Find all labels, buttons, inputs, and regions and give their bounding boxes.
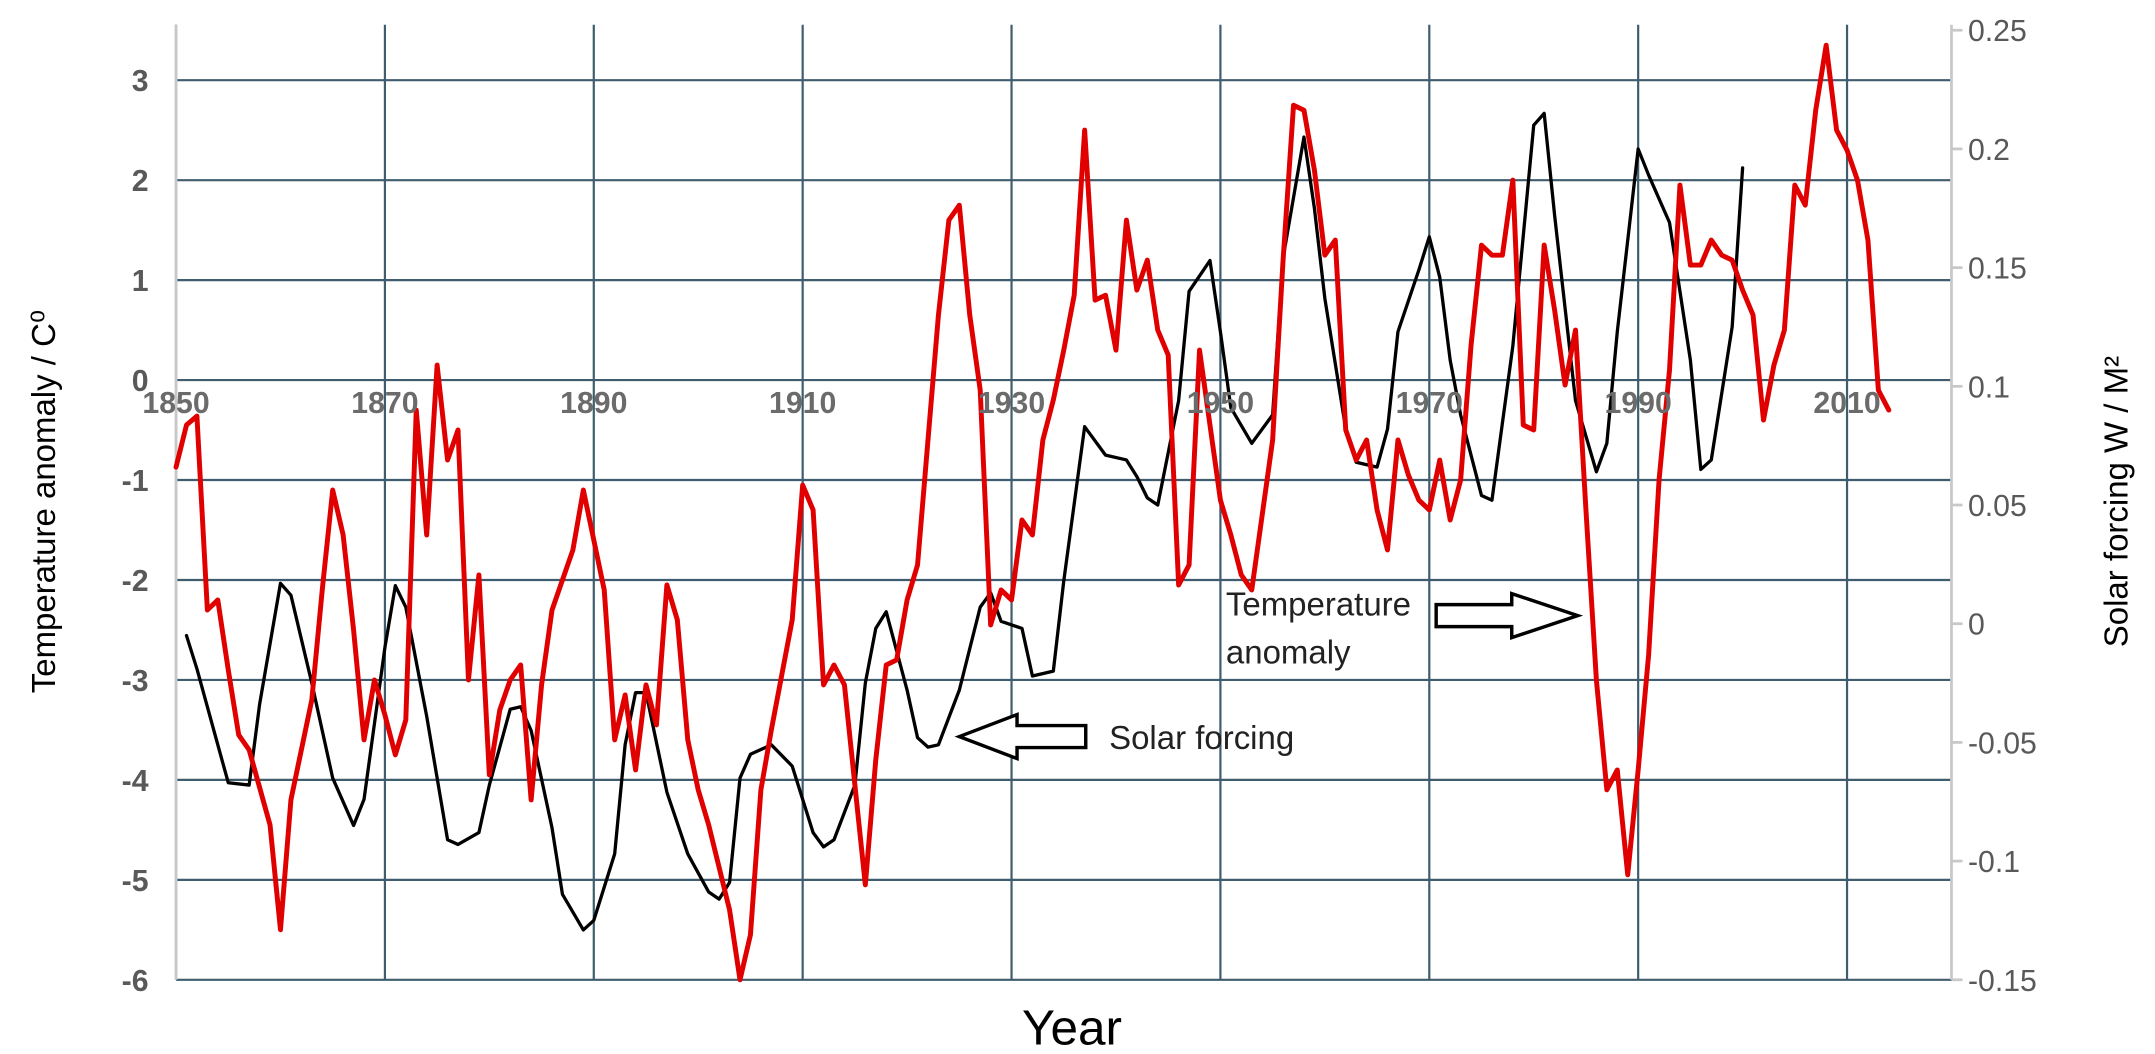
x-tick-label: 1870 [351, 387, 418, 420]
arrow [954, 712, 1088, 762]
y2-tick-label: 0.25 [1968, 15, 2027, 48]
tick-labels: -6 -5 -4 -3 -2 -1 0 1 2 3 1850 1870 1890 1910 1930 1950… [122, 15, 2037, 998]
y-tick-label: -6 [122, 965, 149, 998]
y-tick-label: -1 [122, 465, 149, 498]
x-tick-label: 1850 [142, 387, 209, 420]
x-tick-label: 1990 [1605, 387, 1672, 420]
lines [173, 42, 1892, 983]
annotation: Solar forcing [1109, 719, 1294, 756]
y2-tick-label: 0.05 [1968, 490, 2027, 523]
x-tick-label: 1910 [769, 387, 836, 420]
x-axis-label: Year [1022, 1000, 1122, 1054]
y-tick-label: -5 [122, 865, 149, 898]
annotation: Temperature [1226, 586, 1411, 623]
annotation: anomaly [1226, 634, 1351, 671]
y2-tick-label: 0.15 [1968, 253, 2027, 286]
x-tick-label: 1890 [560, 387, 627, 420]
y-axis-label: Temperature anomaly / C⁰ [25, 310, 62, 693]
y-tick-label: 2 [132, 165, 149, 198]
y2-axis-label: Solar forcing W / M² [2097, 356, 2134, 647]
x-tick-label: 1950 [1187, 387, 1254, 420]
temperature-line [173, 42, 1892, 983]
y-tick-label: 3 [132, 65, 149, 98]
solar-line [184, 111, 1745, 932]
y2-tick-label: 0.1 [1968, 371, 2010, 404]
y-tick-label: 0 [132, 365, 149, 398]
y-tick-label: -4 [122, 765, 149, 798]
x-tick-label: 1930 [978, 387, 1045, 420]
y-tick-label: 1 [132, 265, 149, 298]
x-tick-label: 2010 [1813, 387, 1880, 420]
arrow [1434, 591, 1584, 641]
y2-tick-label: -0.1 [1968, 846, 2020, 879]
y2-tick-label: 0.2 [1968, 134, 2010, 167]
y2-tick-label: -0.05 [1968, 727, 2037, 760]
y-tick-label: -3 [122, 665, 149, 698]
grid [174, 24, 1952, 981]
x-tick-label: 1970 [1396, 387, 1463, 420]
y-tick-label: -2 [122, 565, 149, 598]
y2-tick-label: -0.15 [1968, 965, 2037, 998]
y2-tick-label: 0 [1968, 609, 1985, 642]
